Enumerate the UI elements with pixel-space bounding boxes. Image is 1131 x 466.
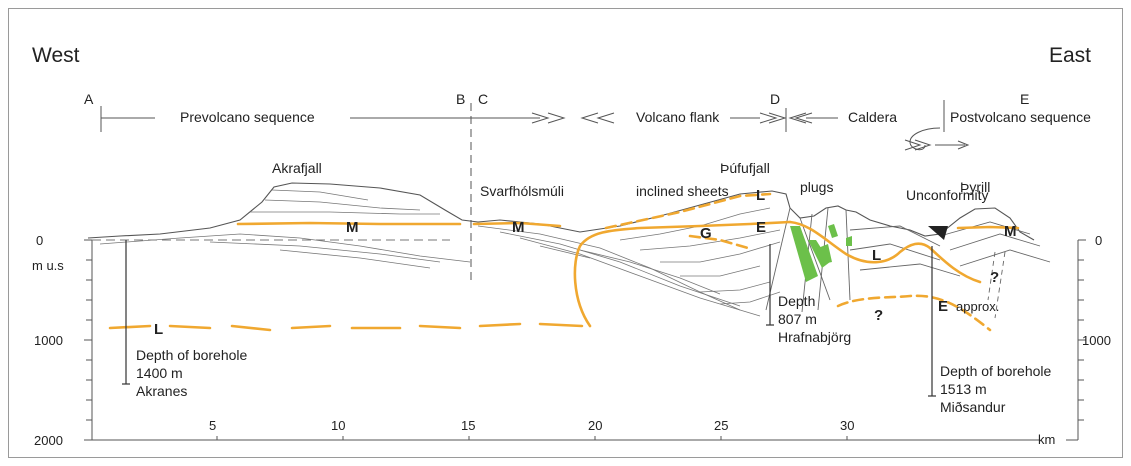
boreholes [122, 240, 936, 397]
x-axis [92, 436, 1040, 441]
borehole-midsandur-line3: Miðsandur [940, 399, 1006, 415]
borehole-hrafnabjorg-line2: 807 m [778, 311, 817, 327]
x-tick-30: 30 [840, 418, 854, 433]
horizon-m-svarfholsmuli: M [512, 219, 525, 236]
topography-profile [87, 182, 1035, 241]
volcano-flank-label: Volcano flank [636, 109, 720, 125]
green-dikes [790, 224, 852, 282]
x-tick-25: 25 [714, 418, 728, 433]
pufufjall-label: Þúfufjall [720, 160, 770, 176]
point-a-label: A [84, 91, 94, 107]
west-label: West [32, 44, 80, 67]
left-tick-2000: 2000 [34, 433, 63, 448]
x-tick-15: 15 [461, 418, 475, 433]
borehole-hrafnabjorg-line1: Depth [778, 293, 815, 309]
borehole-akranes-line3: Akranes [136, 383, 187, 399]
left-tick-1000: 1000 [34, 333, 63, 348]
horizon-g: G [700, 225, 712, 242]
plugs-label: plugs [800, 179, 833, 195]
sequence-band [100, 100, 970, 151]
inclined-sheets-label: inclined sheets [636, 183, 729, 199]
figure-frame [8, 8, 1123, 458]
borehole-akranes-line1: Depth of borehole [136, 347, 248, 363]
horizon-e-approx: E [938, 298, 948, 315]
point-c-label: C [478, 91, 488, 107]
svarfholsmuli-label: Svarfhólsmúli [480, 183, 564, 199]
borehole-akranes-line2: 1400 m [136, 365, 183, 381]
borehole-midsandur-line2: 1513 m [940, 381, 987, 397]
east-label: East [1049, 44, 1091, 67]
question-mark-1: ? [874, 307, 883, 324]
horizon-l-pufufjall: L [756, 187, 765, 204]
x-tick-5: 5 [209, 418, 216, 433]
akrafjall-label: Akrafjall [272, 160, 322, 176]
horizons [108, 192, 1020, 332]
horizon-l-caldera: L [872, 247, 881, 264]
question-mark-2: ? [990, 269, 999, 286]
point-d-label: D [770, 91, 780, 107]
akrafjall-layers [99, 189, 471, 269]
horizon-e-flank: E [756, 219, 766, 236]
horizon-m-pyrill: M [1004, 223, 1017, 240]
right-depth-axis [1066, 239, 1086, 441]
x-tick-10: 10 [331, 418, 345, 433]
left-tick-0: 0 [36, 233, 43, 248]
unconformity-arrow [928, 226, 948, 240]
horizon-l-west: L [154, 321, 163, 338]
caldera-label: Caldera [848, 109, 897, 125]
prevolcano-label: Prevolcano sequence [180, 109, 315, 125]
right-tick-0: 0 [1095, 233, 1102, 248]
borehole-midsandur-line1: Depth of borehole [940, 363, 1052, 379]
point-e-label: E [1020, 91, 1029, 107]
left-depth-axis [84, 239, 93, 441]
horizon-m-akrafjall: M [346, 219, 359, 236]
x-tick-20: 20 [588, 418, 602, 433]
x-axis-unit: km [1038, 432, 1055, 447]
right-tick-1000: 1000 [1082, 333, 1111, 348]
pyrill-label: Þyrill [960, 179, 990, 195]
unconformity-label: Unconformity [906, 187, 988, 203]
flank-layers [477, 207, 781, 317]
borehole-hrafnabjorg-line3: Hrafnabjörg [778, 329, 851, 345]
left-axis-unit: m u.s [32, 258, 64, 273]
approx-label: approx. [956, 299, 999, 314]
postvolcano-label: Postvolcano sequence [950, 109, 1091, 125]
point-b-label: B [456, 91, 465, 107]
